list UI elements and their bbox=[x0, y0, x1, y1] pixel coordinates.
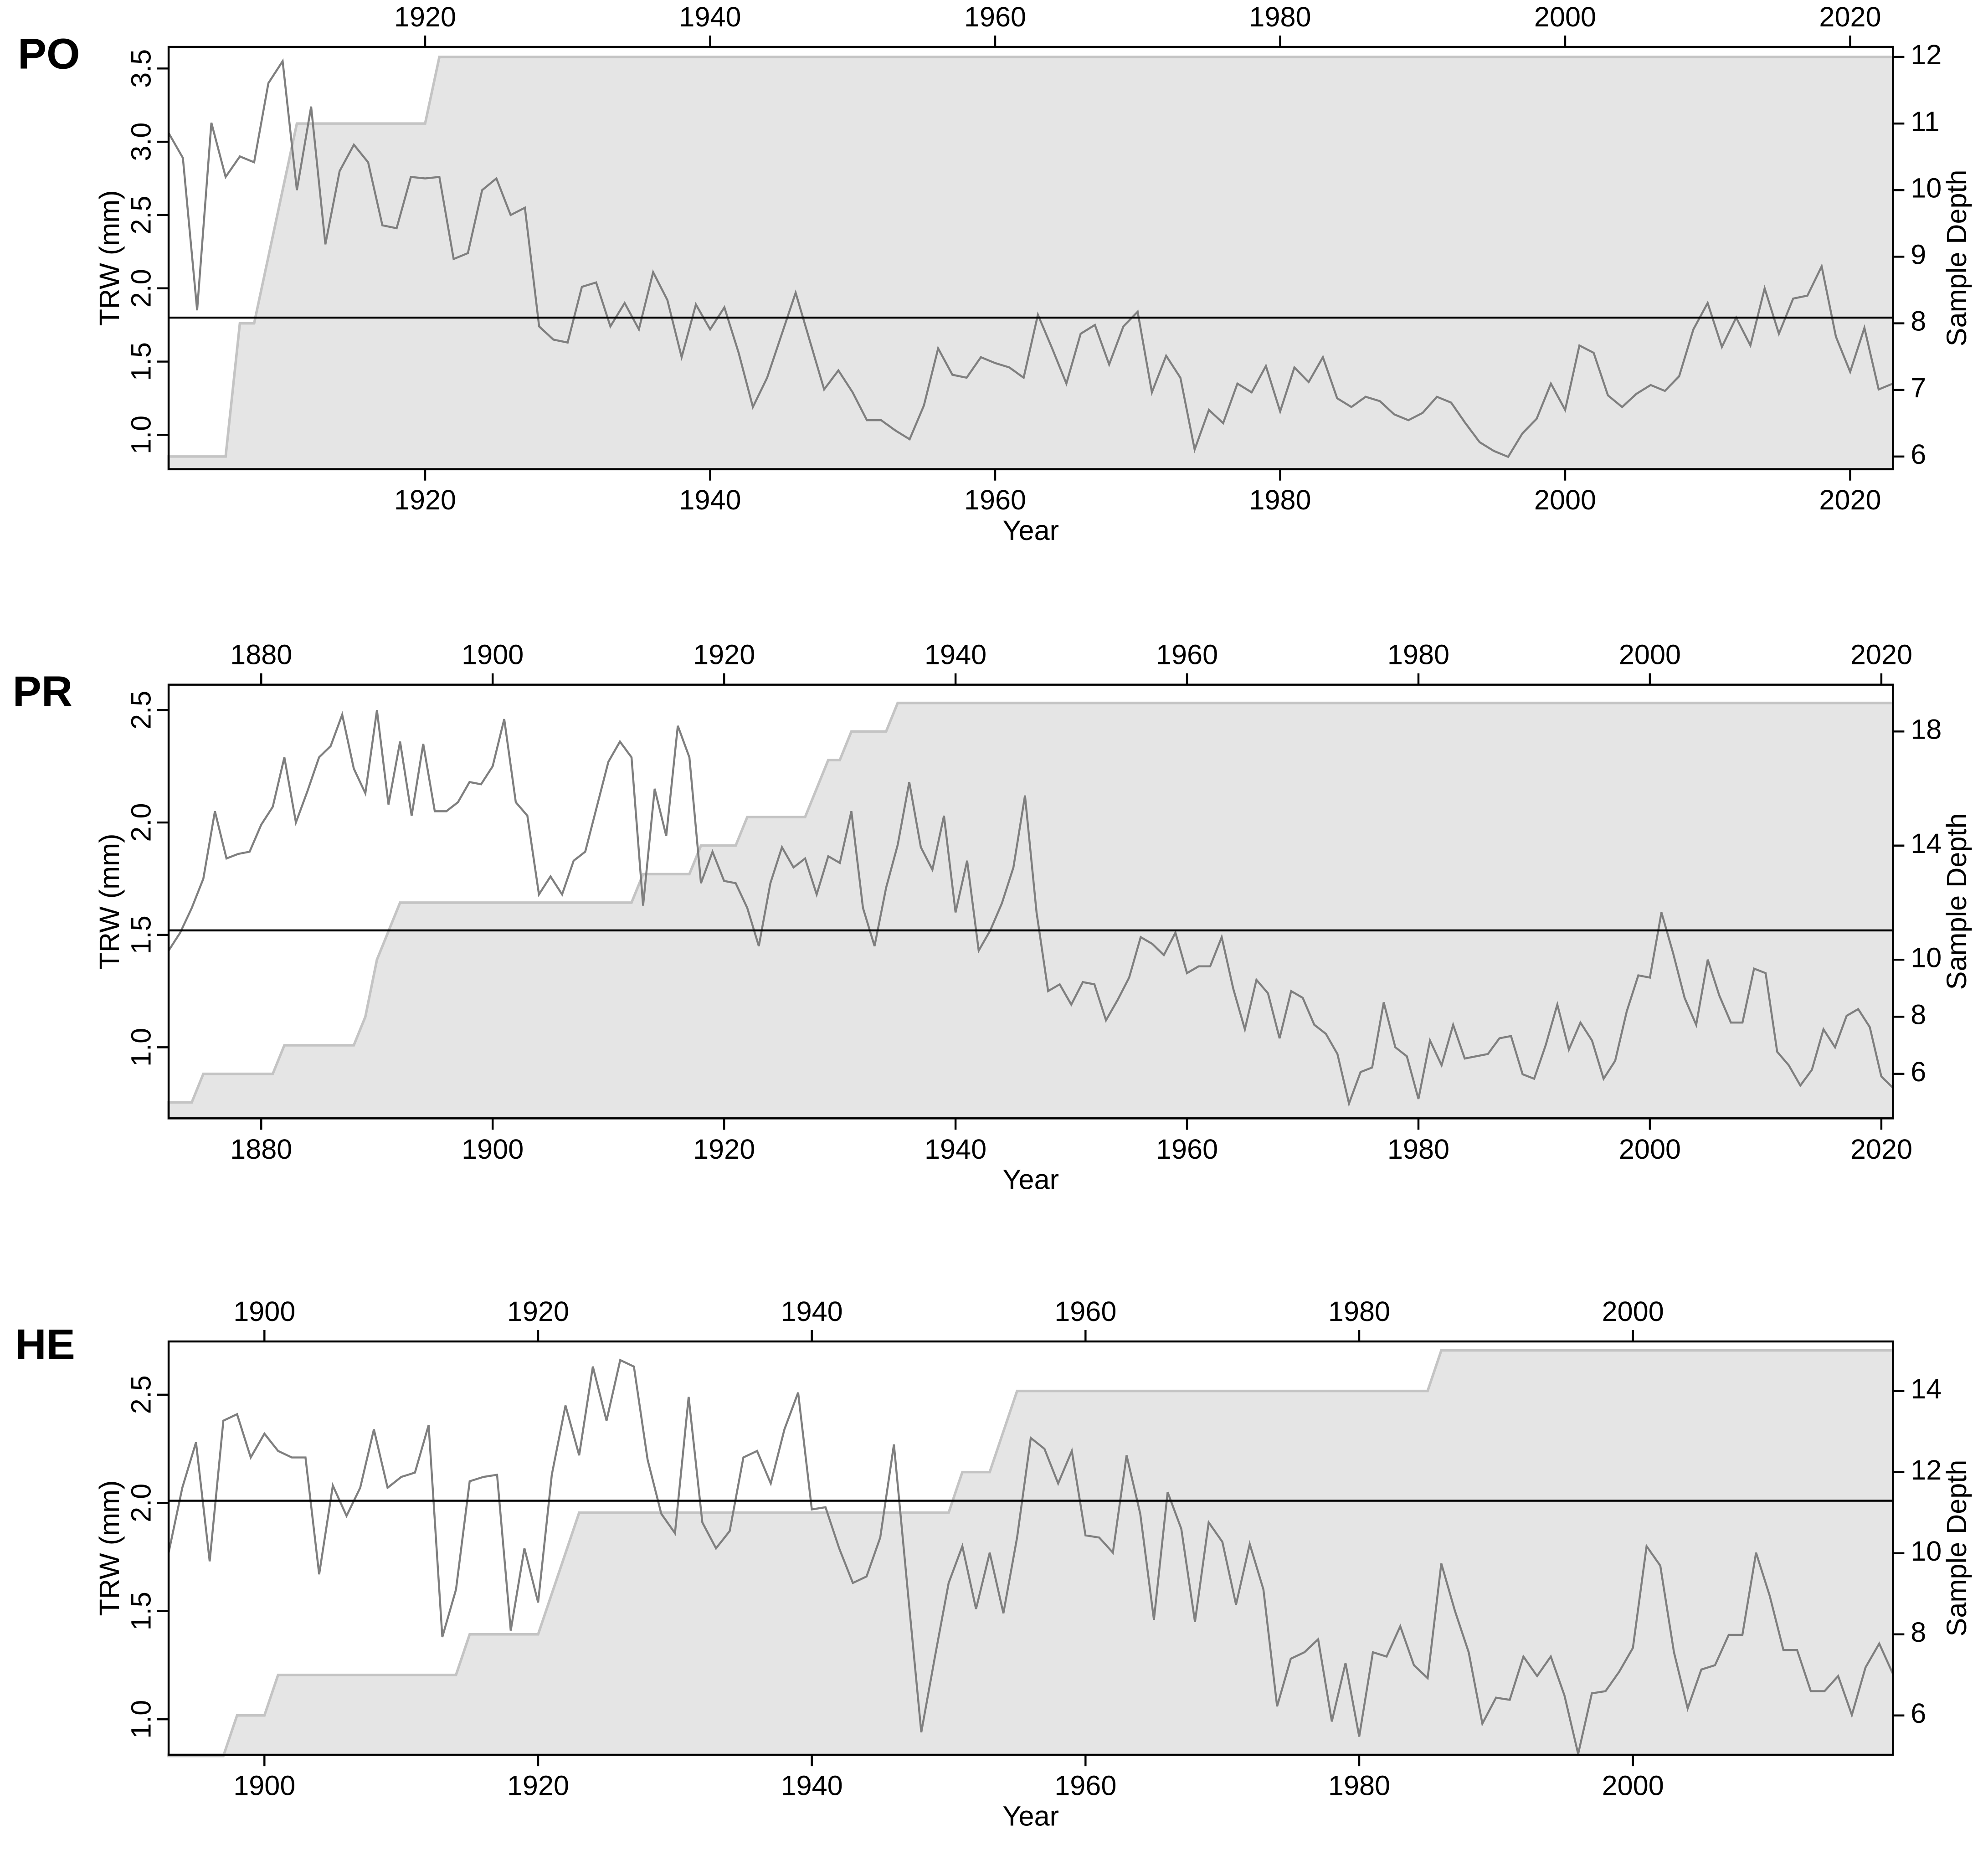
x-tick-label: 1960 bbox=[964, 484, 1026, 515]
x2-tick-label: 1980 bbox=[1328, 1296, 1390, 1327]
x2-tick-label: 2020 bbox=[1850, 639, 1912, 670]
trw-line bbox=[167, 1358, 1894, 1754]
x2-tick-label: 1880 bbox=[230, 639, 292, 670]
x2-tick-label: 2000 bbox=[1534, 1, 1596, 32]
y2-tick-label: 8 bbox=[1911, 1617, 1926, 1648]
y2-tick-label: 9 bbox=[1911, 239, 1926, 270]
y2-axis-title: Sample Depth bbox=[1941, 170, 1972, 346]
y-tick-label: 2.5 bbox=[126, 1375, 157, 1414]
x-tick-label: 1980 bbox=[1387, 1134, 1449, 1165]
y2-tick-label: 6 bbox=[1911, 1698, 1926, 1729]
x2-tick-label: 1920 bbox=[394, 1, 456, 32]
y2-tick-label: 14 bbox=[1911, 828, 1942, 859]
y2-tick-label: 7 bbox=[1911, 372, 1926, 403]
y-tick-label: 1.0 bbox=[126, 1700, 157, 1739]
plot-frame bbox=[167, 46, 1894, 470]
x2-tick-label: 1900 bbox=[462, 639, 524, 670]
x-tick-label: 2020 bbox=[1819, 484, 1881, 515]
y-axis-title: TRW (mm) bbox=[94, 190, 125, 326]
x2-tick-label: 1980 bbox=[1249, 1, 1311, 32]
y-tick-label: 2.0 bbox=[126, 803, 157, 842]
y2-tick-label: 12 bbox=[1911, 39, 1942, 70]
plot-frame bbox=[167, 683, 1894, 1120]
x-tick-label: 2000 bbox=[1534, 484, 1596, 515]
y2-tick-label: 8 bbox=[1911, 306, 1926, 337]
plot-frame bbox=[167, 1340, 1894, 1756]
y-tick-label: 2.5 bbox=[126, 195, 157, 234]
x-axis-title: Year bbox=[1002, 515, 1059, 546]
x2-tick-label: 1940 bbox=[781, 1296, 843, 1327]
x2-tick-label: 1940 bbox=[925, 639, 986, 670]
y2-tick-label: 10 bbox=[1911, 942, 1942, 973]
y-tick-label: 1.0 bbox=[126, 416, 157, 454]
x2-tick-label: 2000 bbox=[1602, 1296, 1664, 1327]
y2-tick-label: 12 bbox=[1911, 1454, 1942, 1485]
y2-tick-label: 6 bbox=[1911, 439, 1926, 470]
panel-label: PR bbox=[13, 668, 72, 716]
y2-tick-label: 11 bbox=[1911, 106, 1940, 137]
y2-tick-label: 10 bbox=[1911, 172, 1942, 203]
x-axis-title: Year bbox=[1002, 1164, 1059, 1195]
y-tick-label: 2.0 bbox=[126, 269, 157, 308]
y-axis-title: TRW (mm) bbox=[94, 1480, 125, 1616]
y-tick-label: 1.5 bbox=[126, 915, 157, 954]
x-tick-label: 2000 bbox=[1602, 1770, 1664, 1801]
y-axis-title: TRW (mm) bbox=[94, 833, 125, 969]
y2-tick-label: 14 bbox=[1911, 1373, 1942, 1404]
x-tick-label: 1920 bbox=[394, 484, 456, 515]
sample-depth-area bbox=[167, 1349, 1895, 1757]
y-tick-label: 2.0 bbox=[126, 1484, 157, 1522]
x-tick-label: 1900 bbox=[462, 1134, 524, 1165]
x-tick-label: 1920 bbox=[507, 1770, 569, 1801]
y2-tick-label: 18 bbox=[1911, 714, 1942, 745]
x2-tick-label: 1940 bbox=[679, 1, 741, 32]
y-tick-label: 2.5 bbox=[126, 691, 157, 730]
y2-tick-label: 6 bbox=[1911, 1056, 1926, 1087]
y2-axis-title: Sample Depth bbox=[1941, 1460, 1972, 1637]
x2-tick-label: 2000 bbox=[1619, 639, 1681, 670]
y2-tick-label: 8 bbox=[1911, 999, 1926, 1030]
x-tick-label: 2020 bbox=[1850, 1134, 1912, 1165]
y2-tick-label: 10 bbox=[1911, 1536, 1942, 1567]
x-tick-label: 1960 bbox=[1156, 1134, 1218, 1165]
x2-tick-label: 2020 bbox=[1819, 1, 1881, 32]
sample-depth-area bbox=[167, 701, 1895, 1120]
x2-tick-label: 1960 bbox=[1156, 639, 1218, 670]
x2-tick-label: 1980 bbox=[1387, 639, 1449, 670]
x2-tick-label: 1960 bbox=[1054, 1296, 1116, 1327]
y-tick-label: 1.5 bbox=[126, 342, 157, 381]
x-tick-label: 1940 bbox=[925, 1134, 986, 1165]
trw-line bbox=[168, 58, 1894, 458]
x-tick-label: 1940 bbox=[679, 484, 741, 515]
x-tick-label: 1980 bbox=[1328, 1770, 1390, 1801]
sample-depth-area bbox=[167, 56, 1895, 471]
x-tick-label: 1960 bbox=[1054, 1770, 1116, 1801]
y-tick-label: 1.0 bbox=[126, 1028, 157, 1067]
x-tick-label: 1900 bbox=[233, 1770, 295, 1801]
x2-tick-label: 1920 bbox=[507, 1296, 569, 1327]
x-tick-label: 1880 bbox=[230, 1134, 292, 1165]
x-axis-title: Year bbox=[1002, 1800, 1059, 1831]
y-tick-label: 3.0 bbox=[126, 123, 157, 161]
panel-label: PO bbox=[18, 30, 80, 78]
panel-label: HE bbox=[15, 1321, 75, 1369]
x-tick-label: 1980 bbox=[1249, 484, 1311, 515]
trw-line bbox=[168, 710, 1894, 1107]
y2-axis-title: Sample Depth bbox=[1941, 813, 1972, 990]
y-tick-label: 1.5 bbox=[126, 1592, 157, 1630]
y-tick-label: 3.5 bbox=[126, 49, 157, 88]
x2-tick-label: 1920 bbox=[693, 639, 755, 670]
x-tick-label: 2000 bbox=[1619, 1134, 1681, 1165]
x2-tick-label: 1900 bbox=[233, 1296, 295, 1327]
x2-tick-label: 1960 bbox=[964, 1, 1026, 32]
x-tick-label: 1920 bbox=[693, 1134, 755, 1165]
x-tick-label: 1940 bbox=[781, 1770, 843, 1801]
